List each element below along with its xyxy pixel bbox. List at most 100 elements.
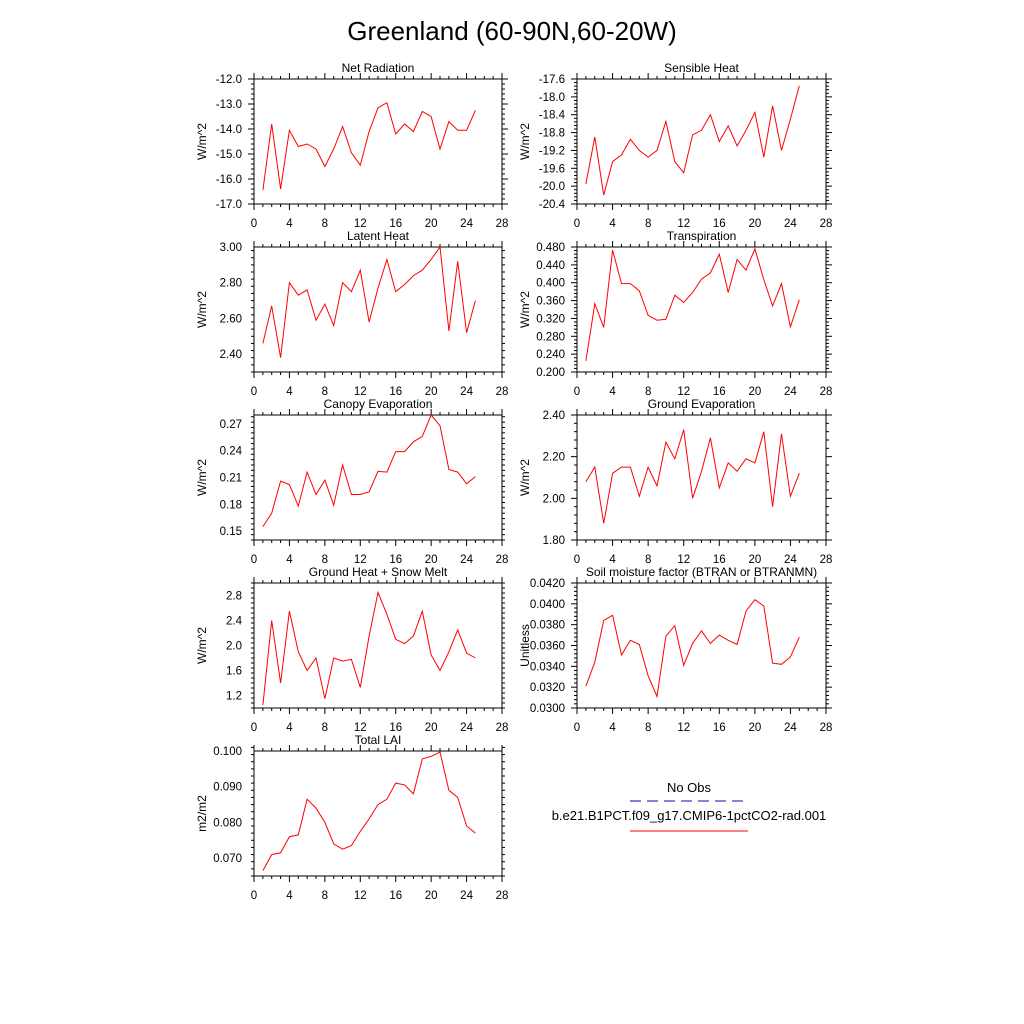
- panel-9-series-line: [262, 751, 476, 871]
- panel-4-ytick-label: 0.400: [536, 278, 565, 290]
- panel-3-xtick-label: 8: [322, 386, 328, 398]
- panel-6-series-line: [585, 429, 800, 524]
- panel-8-ylabel: Unitless: [518, 624, 532, 667]
- panel-6-xtick-label: 8: [645, 554, 651, 566]
- panel-5-xtick-label: 16: [389, 554, 402, 566]
- panel-1-xtick-label: 24: [460, 218, 473, 230]
- panel-4-xtick-label: 24: [784, 386, 797, 398]
- panel-5-xtick-label: 4: [286, 554, 293, 566]
- panel-7-xtick-label: 12: [354, 722, 367, 734]
- panel-7-ytick-label: 2.4: [226, 616, 243, 628]
- panel-1-xtick-label: 16: [389, 218, 402, 230]
- panel-8-ytick-label: 0.0420: [530, 578, 565, 590]
- panel-2-ytick-label: -20.0: [539, 181, 565, 193]
- panel-7-frame: [253, 582, 503, 709]
- panel-5-xtick-label: 8: [322, 554, 328, 566]
- panel-7: Ground Heat + Snow Melt W/m^2 0 4 8 12 16 20 24 2…: [195, 565, 508, 734]
- panel-4-xtick-label: 0: [574, 386, 580, 398]
- panel-7-series-line: [262, 590, 476, 705]
- panel-7-xtick-label: 4: [286, 722, 293, 734]
- panel-6-ytick-label: 2.40: [543, 410, 565, 422]
- panel-2-ytick-label: -17.6: [539, 74, 565, 86]
- panel-1-ytick-label: -15.0: [216, 149, 242, 161]
- panel-9-frame: [253, 750, 503, 877]
- panel-1-xtick-label: 20: [425, 218, 438, 230]
- panel-4-frame: [576, 246, 827, 373]
- panel-1-frame: [253, 78, 503, 205]
- panel-8-frame: [576, 582, 827, 709]
- panel-4-ytick-label: 0.240: [536, 349, 565, 361]
- panel-8-xtick-label: 20: [748, 722, 761, 734]
- panel-1-ytick-label: -12.0: [216, 74, 242, 86]
- panel-2-xtick-label: 8: [645, 218, 651, 230]
- panel-5-xtick-label: 24: [460, 554, 473, 566]
- panel-1-xtick-label: 0: [251, 218, 257, 230]
- panel-9-ylabel: m2/m2: [195, 795, 209, 832]
- panel-3-ytick-label: 2.60: [220, 313, 242, 325]
- panel-3-ylabel: W/m^2: [195, 291, 209, 328]
- panel-5-ytick-label: 0.15: [220, 526, 242, 538]
- panel-6-ytick-label: 2.20: [543, 452, 565, 464]
- panel-3-ytick-label: 2.40: [220, 349, 242, 361]
- panel-9-xtick-label: 24: [460, 890, 473, 902]
- panel-4-xtick-label: 20: [748, 386, 761, 398]
- panel-2-xtick-label: 28: [820, 218, 833, 230]
- panel-2-ytick-label: -18.4: [539, 110, 566, 122]
- panel-4-ytick-label: 0.320: [536, 313, 565, 325]
- panel-7-xtick-label: 8: [322, 722, 328, 734]
- panel-8-xtick-label: 24: [784, 722, 797, 734]
- panel-7-xtick-label: 20: [425, 722, 438, 734]
- panel-9-ytick-label: 0.090: [213, 782, 242, 794]
- panel-8-ytick-label: 0.0340: [530, 661, 565, 673]
- panel-4-series-line: [585, 247, 800, 361]
- panel-4-ytick-label: 0.280: [536, 331, 565, 343]
- panel-2-ytick-label: -20.4: [539, 199, 566, 211]
- panel-8-xtick-label: 4: [609, 722, 616, 734]
- panel-2-ytick-label: -18.0: [539, 92, 565, 104]
- panel-5-ytick-label: 0.24: [220, 446, 243, 458]
- panel-3-xtick-label: 0: [251, 386, 257, 398]
- panel-2-ytick-label: -18.8: [539, 128, 565, 140]
- panel-9-ytick-label: 0.080: [213, 817, 242, 829]
- panel-1-title: Net Radiation: [342, 61, 415, 75]
- panel-8-xtick-label: 16: [713, 722, 726, 734]
- panel-4-xtick-label: 28: [820, 386, 833, 398]
- panel-2-ylabel: W/m^2: [518, 123, 532, 160]
- panel-9-xtick-label: 8: [322, 890, 328, 902]
- panel-1-xtick-label: 12: [354, 218, 367, 230]
- panel-4-xtick-label: 8: [645, 386, 651, 398]
- panel-1: Net Radiation W/m^2 0 4 8 12 16 20 24 28 -17.0 -16.…: [195, 61, 508, 230]
- panel-7-xtick-label: 28: [496, 722, 509, 734]
- panel-6-title: Ground Evaporation: [648, 397, 755, 411]
- panel-3-frame: [253, 246, 503, 373]
- panel-2-xtick-label: 0: [574, 218, 580, 230]
- panel-4-title: Transpiration: [667, 229, 737, 243]
- panel-1-series-line: [262, 101, 476, 191]
- panel-5-ytick-label: 0.21: [220, 473, 242, 485]
- panel-2: Sensible Heat W/m^2 0 4 8 12 16 20 24 28 -20.4 -20.…: [518, 61, 832, 230]
- panel-4-ylabel: W/m^2: [518, 291, 532, 328]
- panel-8-ytick-label: 0.0300: [530, 703, 565, 715]
- panel-6-xtick-label: 12: [677, 554, 690, 566]
- panel-9-xtick-label: 20: [425, 890, 438, 902]
- panel-9-xtick-label: 4: [286, 890, 293, 902]
- panel-5-xtick-label: 28: [496, 554, 509, 566]
- panel-1-ylabel: W/m^2: [195, 123, 209, 160]
- panel-3-xtick-label: 24: [460, 386, 473, 398]
- panel-3-xtick-label: 12: [354, 386, 367, 398]
- panel-4: Transpiration W/m^2 0 4 8 12 16 20 24 28 0.200 0.24…: [518, 229, 832, 398]
- panel-6: Ground Evaporation W/m^2 0 4 8 12 16 20 24 28 1.80…: [518, 397, 832, 566]
- panel-9-ytick-label: 0.100: [213, 746, 242, 758]
- panel-1-ytick-label: -17.0: [216, 199, 242, 211]
- panel-7-xtick-label: 24: [460, 722, 473, 734]
- panel-5-series-line: [262, 414, 476, 527]
- panel-7-ytick-label: 1.6: [226, 666, 242, 678]
- panel-2-xtick-label: 4: [609, 218, 616, 230]
- panel-1-ytick-label: -14.0: [216, 124, 242, 136]
- panel-7-ylabel: W/m^2: [195, 627, 209, 664]
- panel-8-xtick-label: 12: [677, 722, 690, 734]
- panel-2-xtick-label: 24: [784, 218, 797, 230]
- panel-2-title: Sensible Heat: [664, 61, 739, 75]
- panel-8-xtick-label: 28: [820, 722, 833, 734]
